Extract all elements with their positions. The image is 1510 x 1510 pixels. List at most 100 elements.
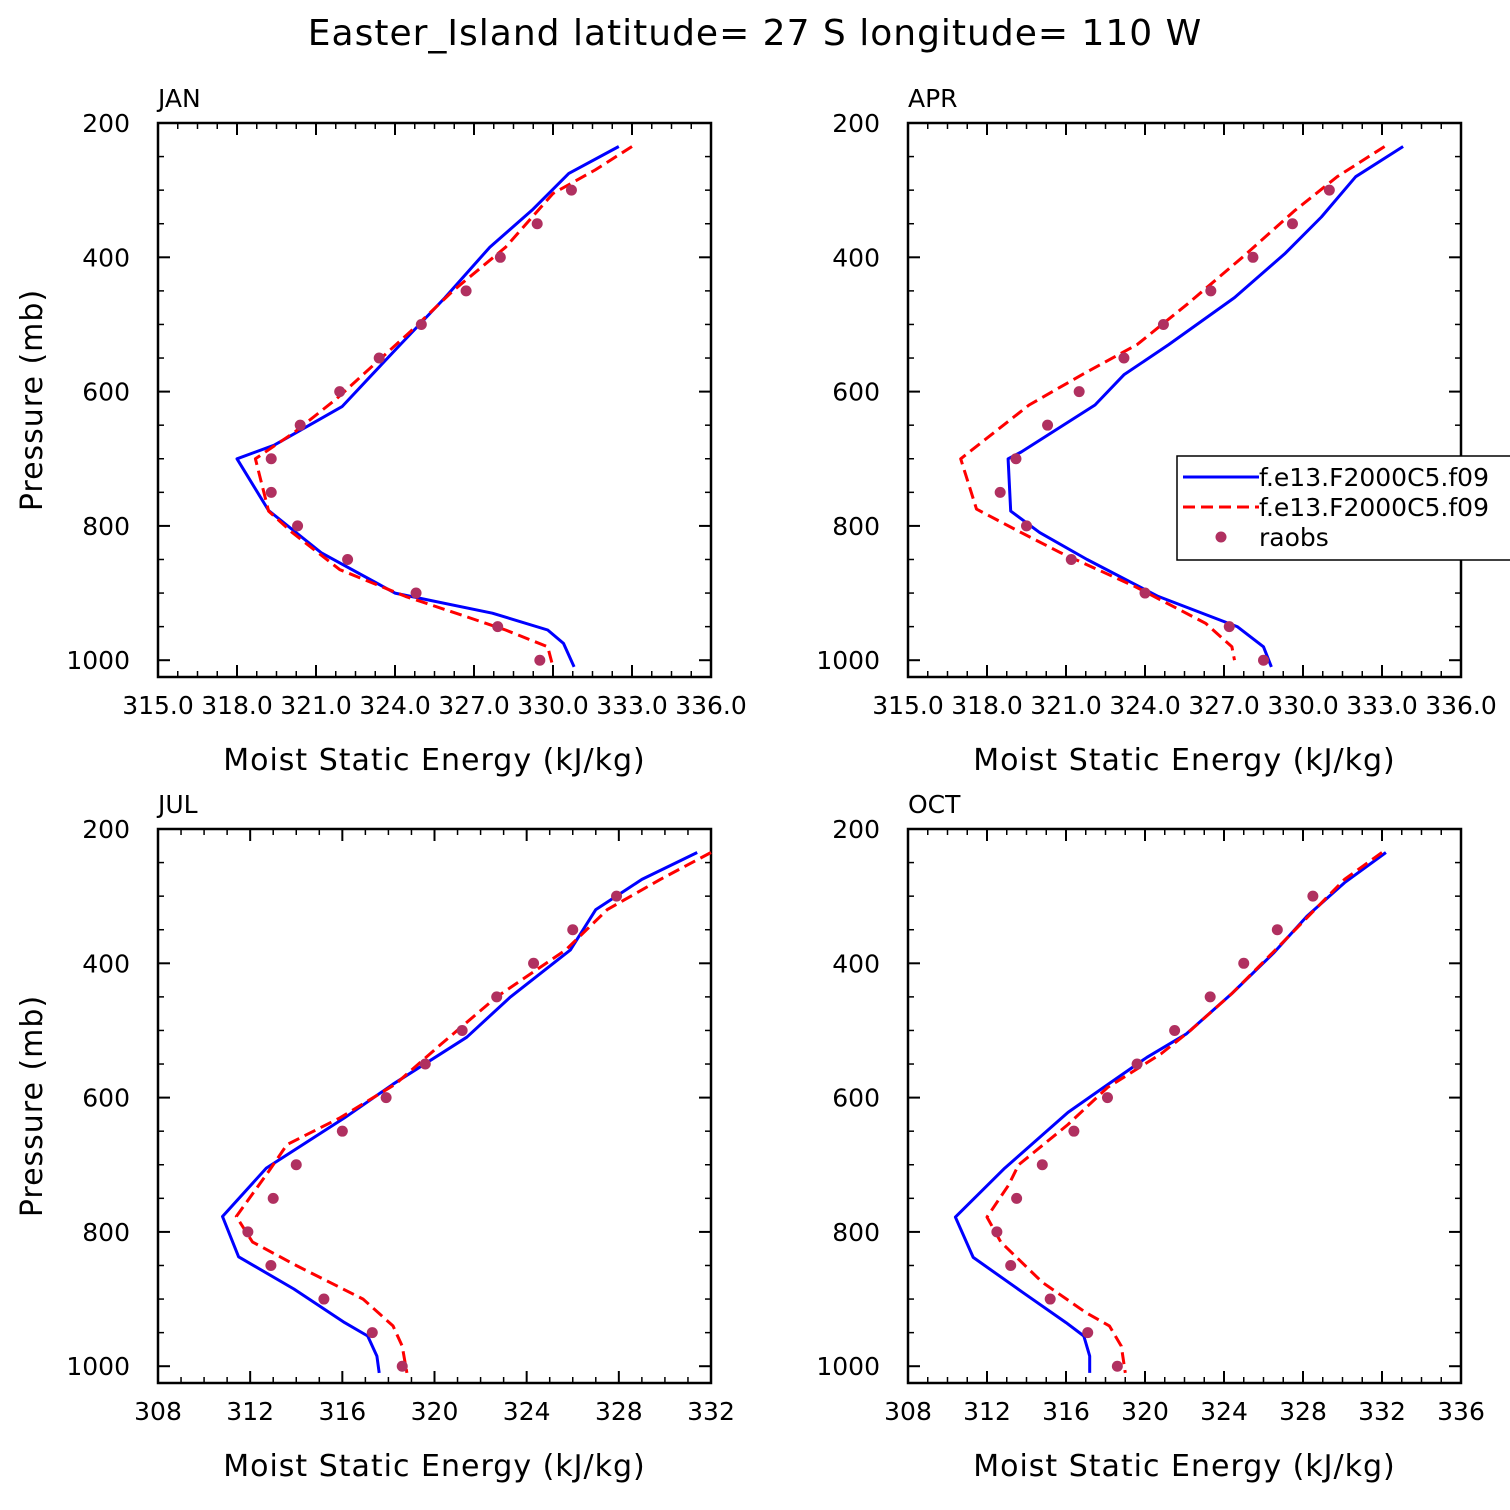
raobs-point xyxy=(242,1226,254,1238)
series-line-solid xyxy=(1006,145,1404,668)
raobs-point xyxy=(318,1293,330,1305)
raobs-point xyxy=(1042,419,1054,431)
y-tick-label: 600 xyxy=(832,378,880,407)
raobs-point xyxy=(1010,453,1022,465)
raobs-point xyxy=(1011,1192,1023,1204)
x-tick-label: 308 xyxy=(884,1397,932,1426)
x-tick-label: 324.0 xyxy=(1109,691,1181,720)
x-tick-label: 332 xyxy=(687,1397,735,1426)
raobs-point xyxy=(991,1226,1003,1238)
raobs-point xyxy=(265,486,277,498)
raobs-point xyxy=(1065,553,1077,565)
x-tick-label: 328 xyxy=(1279,1397,1327,1426)
x-tick-label: 330.0 xyxy=(517,691,589,720)
raobs-point xyxy=(342,553,354,565)
y-tick-label: 200 xyxy=(82,815,130,844)
y-tick-label: 800 xyxy=(82,1218,130,1247)
raobs-point xyxy=(334,386,346,398)
raobs-point xyxy=(494,251,506,263)
raobs-point xyxy=(1044,1293,1056,1305)
y-tick-label: 400 xyxy=(832,243,880,272)
raobs-point xyxy=(1323,184,1335,196)
x-axis-label: Moist Static Energy (kJ/kg) xyxy=(973,743,1396,778)
raobs-point xyxy=(267,1192,279,1204)
raobs-point xyxy=(1005,1259,1017,1271)
x-tick-label: 328 xyxy=(595,1397,643,1426)
raobs-point xyxy=(528,957,540,969)
x-tick-label: 316 xyxy=(318,1397,366,1426)
raobs-point xyxy=(492,621,504,633)
panel-oct: 308 312 316 320 324 328 332 336 200 400 600 800 1000… xyxy=(816,790,1484,1484)
legend-label: raobs xyxy=(1259,523,1329,552)
x-tick-label: 324.0 xyxy=(359,691,431,720)
raobs-point xyxy=(491,991,503,1003)
raobs-point xyxy=(1131,1058,1143,1070)
x-tick-label: 333.0 xyxy=(1346,691,1418,720)
raobs-point xyxy=(456,1024,468,1036)
y-tick-label: 400 xyxy=(82,949,130,978)
x-tick-label: 318.0 xyxy=(951,691,1023,720)
x-tick-label: 324 xyxy=(1200,1397,1248,1426)
raobs-point xyxy=(565,184,577,196)
plot-frame xyxy=(156,827,713,1385)
y-tick-label: 800 xyxy=(82,512,130,541)
raobs-point xyxy=(1223,621,1235,633)
raobs-point xyxy=(1118,352,1130,364)
x-tick-label: 324 xyxy=(503,1397,551,1426)
legend-label: f.e13.F2000C5.f09 xyxy=(1259,463,1489,492)
x-tick-label: 318.0 xyxy=(201,691,273,720)
x-tick-label: 308 xyxy=(134,1397,182,1426)
raobs-point xyxy=(373,352,385,364)
raobs-point xyxy=(415,318,427,330)
plot-frame xyxy=(906,827,1463,1385)
x-tick-label: 336 xyxy=(1437,1397,1485,1426)
y-tick-label: 200 xyxy=(82,109,130,138)
panel-jan: 315.0 318.0 321.0 324.0 327.0 330.0 333.0 336.0… xyxy=(15,84,747,778)
series-line-dashed xyxy=(234,851,712,1374)
series-line-solid xyxy=(221,851,698,1374)
legend-box xyxy=(1176,455,1510,561)
raobs-point xyxy=(1139,587,1151,599)
figure-title: Easter_Island latitude= 27 S longitude= … xyxy=(308,13,1202,54)
raobs-point xyxy=(1205,285,1217,297)
panel-title: APR xyxy=(908,84,958,113)
x-tick-label: 312 xyxy=(226,1397,274,1426)
raobs-point xyxy=(265,453,277,465)
x-tick-label: 320 xyxy=(1121,1397,1169,1426)
plot-frame xyxy=(906,121,1463,679)
panel-title: OCT xyxy=(908,790,961,819)
y-tick-label: 600 xyxy=(82,378,130,407)
panel-title: JAN xyxy=(156,84,201,113)
x-tick-label: 336.0 xyxy=(675,691,747,720)
raobs-point xyxy=(1286,218,1298,230)
y-tick-label: 400 xyxy=(832,949,880,978)
raobs-point xyxy=(419,1058,431,1070)
raobs-point xyxy=(336,1125,348,1137)
raobs-point xyxy=(1204,991,1216,1003)
raobs-point xyxy=(994,486,1006,498)
raobs-point xyxy=(1101,1092,1113,1104)
raobs-point xyxy=(1073,386,1085,398)
series-line-solid xyxy=(953,851,1387,1373)
x-tick-label: 315.0 xyxy=(872,691,944,720)
x-tick-label: 327.0 xyxy=(438,691,510,720)
x-tick-label: 312 xyxy=(963,1397,1011,1426)
raobs-point xyxy=(1036,1159,1048,1171)
x-tick-label: 315.0 xyxy=(122,691,194,720)
series-line-dashed xyxy=(985,851,1383,1374)
raobs-point xyxy=(292,520,304,532)
raobs-point xyxy=(1111,1360,1123,1372)
raobs-point xyxy=(611,890,623,902)
panel-title: JUL xyxy=(156,790,198,819)
series-line-dashed xyxy=(253,145,633,668)
raobs-point xyxy=(294,419,306,431)
panel-jul: 308 312 316 320 324 328 332 200 400 600 800 1000 JUL… xyxy=(15,790,735,1484)
x-tick-label: 333.0 xyxy=(596,691,668,720)
x-tick-label: 321.0 xyxy=(1030,691,1102,720)
raobs-point xyxy=(1068,1125,1080,1137)
y-axis-label: Pressure (mb) xyxy=(15,289,50,511)
x-axis-label: Moist Static Energy (kJ/kg) xyxy=(223,1449,646,1484)
raobs-point xyxy=(567,924,579,936)
series-line-dashed xyxy=(959,145,1386,661)
